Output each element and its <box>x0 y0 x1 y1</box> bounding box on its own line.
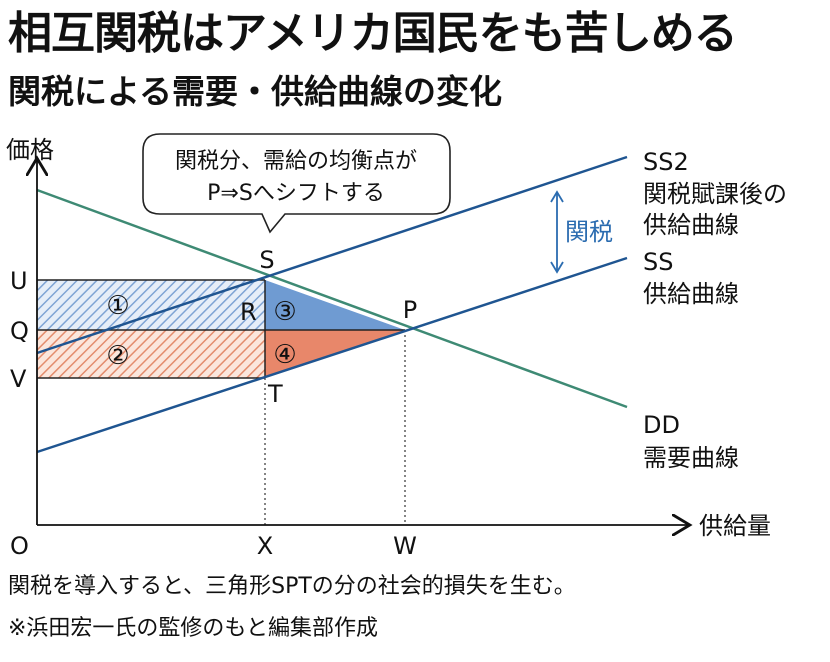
footnote-credit: ※浜田宏一氏の監修のもと編集部作成 <box>8 616 378 641</box>
region-1-label: ① <box>106 291 129 321</box>
ss-name: SS <box>643 248 673 276</box>
point-t-label: T <box>267 380 283 408</box>
subtitle: 関税による需要・供給曲線の変化 <box>8 72 503 111</box>
callout-line-2: P⇒Sへシフトする <box>207 181 385 206</box>
y-tick-q: Q <box>10 317 29 345</box>
ss-curve <box>36 256 628 454</box>
region-2-area <box>37 330 265 378</box>
dd-desc: 需要曲線 <box>643 444 739 472</box>
x-tick-w: W <box>393 532 417 560</box>
point-s-label: S <box>259 246 274 274</box>
footnote-loss: 関税を導入すると、三角形SPTの分の社会的損失を生む。 <box>8 574 576 599</box>
y-tick-v: V <box>10 365 27 393</box>
x-tick-x: X <box>257 532 273 560</box>
ss2-name: SS2 <box>643 148 689 176</box>
tariff-arrow-head-bottom <box>550 261 564 274</box>
y-tick-u: U <box>10 267 28 295</box>
point-p-label: P <box>403 296 417 324</box>
ss2-curve <box>36 155 628 355</box>
callout-line-1: 関税分、需給の均衡点が <box>175 149 417 174</box>
dd-name: DD <box>643 411 680 439</box>
tariff-arrow-head-top <box>550 190 564 203</box>
y-axis-label: 価格 <box>6 136 54 164</box>
origin-label: O <box>10 532 29 560</box>
x-axis-label: 供給量 <box>699 512 771 540</box>
point-r-label: R <box>240 298 257 326</box>
region-2-label: ② <box>106 341 129 371</box>
callout-bubble <box>142 133 451 234</box>
dd-curve <box>36 188 628 409</box>
region-4-label: ④ <box>273 340 296 370</box>
title: 相互関税はアメリカ国民をも苦しめる <box>8 8 738 59</box>
ss2-desc-1: 関税賦課後の <box>643 180 787 208</box>
tariff-label: 関税 <box>565 218 613 246</box>
ss-desc: 供給曲線 <box>643 280 739 308</box>
region-3-label: ③ <box>273 297 296 327</box>
ss2-desc-2: 供給曲線 <box>643 211 739 239</box>
region-3-area <box>265 280 405 330</box>
